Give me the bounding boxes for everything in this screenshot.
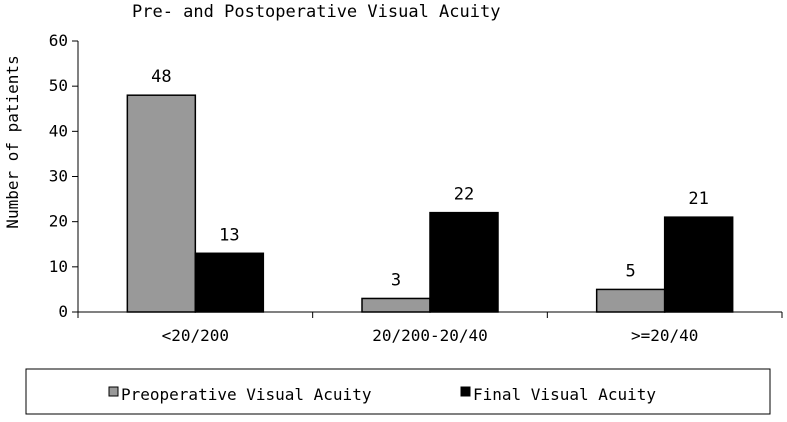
x-tick-label: <20/200 — [162, 326, 229, 345]
data-label: 22 — [454, 185, 474, 205]
y-tick-label: 60 — [49, 31, 68, 50]
bar-preoperative — [595, 288, 666, 313]
bar-final — [194, 252, 265, 313]
x-tick-label: >=20/40 — [631, 326, 698, 345]
bar-preoperative — [361, 297, 431, 313]
legend-swatch — [460, 386, 471, 397]
data-label: 5 — [626, 261, 636, 281]
legend-label: Preoperative Visual Acuity — [121, 385, 372, 404]
legend-label: Final Visual Acuity — [473, 385, 656, 404]
data-label: 21 — [688, 189, 708, 209]
bar-final — [429, 211, 499, 313]
y-tick-label: 30 — [49, 167, 68, 186]
data-label: 48 — [151, 67, 171, 87]
x-axis: <20/200 20/200-20/40 >=20/40 — [77, 311, 783, 345]
y-tick-label: 10 — [49, 257, 68, 276]
legend-swatch — [108, 386, 119, 397]
chart-title: Pre- and Postoperative Visual Acuity — [132, 2, 500, 22]
data-label: 3 — [391, 270, 401, 290]
x-tick-label: 20/200-20/40 — [372, 326, 488, 345]
y-tick-label: 20 — [49, 212, 68, 231]
data-labels: 48 13 3 22 5 21 — [151, 67, 709, 290]
bar-preoperative — [126, 94, 197, 313]
legend: Preoperative Visual Acuity Final Visual A… — [25, 368, 771, 415]
y-axis: 0 10 20 30 40 50 60 — [49, 31, 79, 321]
y-axis-label: Number of patients — [3, 55, 22, 228]
y-tick-label: 40 — [49, 121, 68, 140]
y-tick-label: 50 — [49, 76, 68, 95]
data-label: 13 — [219, 225, 239, 245]
y-tick-label: 0 — [58, 302, 68, 321]
legend-box — [25, 368, 771, 415]
bar-final — [663, 216, 734, 313]
bars — [126, 94, 734, 313]
